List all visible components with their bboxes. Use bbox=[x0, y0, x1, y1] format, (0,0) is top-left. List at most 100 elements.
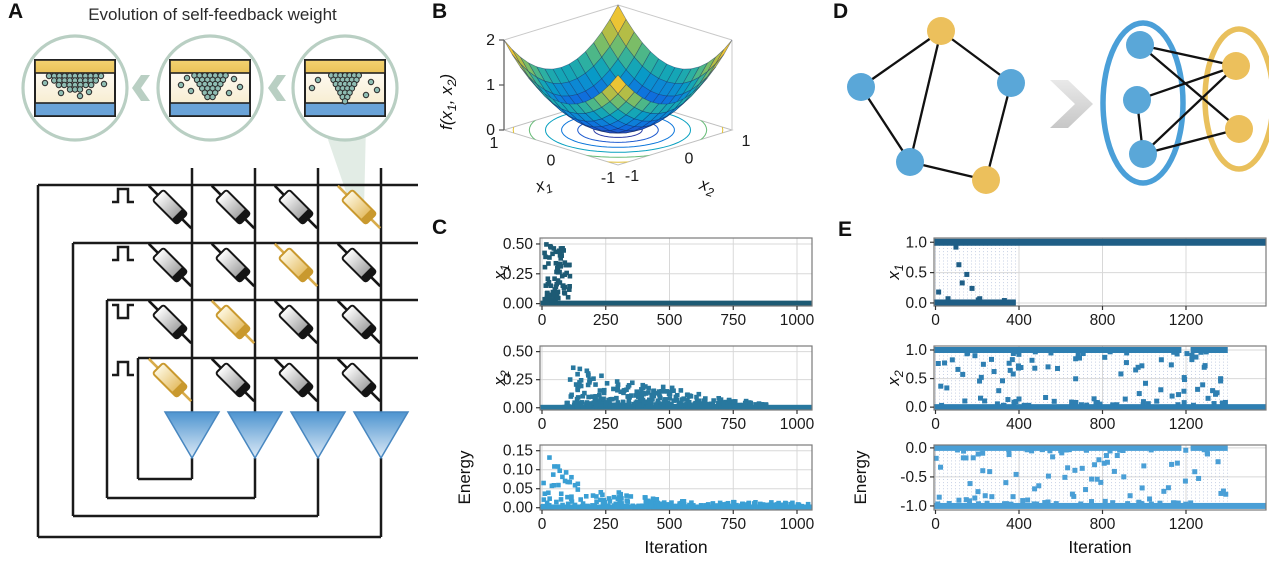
scatter-point bbox=[629, 393, 634, 398]
scatter-point bbox=[1032, 486, 1038, 492]
scatter-point bbox=[792, 504, 798, 510]
scatter-point bbox=[967, 498, 973, 504]
scatter-point bbox=[1001, 402, 1007, 408]
x-tick-label: 750 bbox=[720, 516, 746, 533]
e3-band bbox=[934, 502, 1266, 509]
scatter-point bbox=[1066, 447, 1072, 453]
graph-node-yellow bbox=[1222, 52, 1250, 80]
scatter-point bbox=[1001, 298, 1007, 304]
scatter-point bbox=[618, 491, 624, 497]
scatter-point bbox=[649, 392, 654, 398]
scatter-point bbox=[758, 505, 764, 510]
scatter-point bbox=[656, 389, 662, 394]
scatter-point bbox=[769, 500, 774, 505]
c3-tick-labels: 0 250 500 750 1000 0.00 0.05 0.10 0.15 bbox=[503, 443, 815, 533]
c3-ticks bbox=[536, 450, 798, 514]
y-tick-label: 0.00 bbox=[503, 400, 534, 417]
scatter-point bbox=[763, 405, 768, 410]
scatter-point bbox=[711, 505, 716, 510]
scatter-point bbox=[556, 248, 562, 254]
scatter-point bbox=[1005, 397, 1011, 403]
scatter-point bbox=[579, 402, 584, 408]
oxygen-vacancy-dot bbox=[92, 77, 100, 84]
scatter-point bbox=[1184, 351, 1190, 357]
scatter-point bbox=[614, 379, 620, 384]
e1-ticks bbox=[930, 241, 1187, 310]
scatter-point bbox=[1118, 371, 1124, 377]
scatter-point bbox=[563, 301, 568, 306]
scatter-point bbox=[550, 472, 556, 477]
x-tick-label: 400 bbox=[1006, 312, 1032, 329]
scatter-point bbox=[1072, 467, 1078, 473]
scatter-point bbox=[570, 365, 576, 371]
scatter-point bbox=[1097, 401, 1103, 407]
scatter-point bbox=[640, 382, 646, 388]
memristor-body bbox=[152, 304, 188, 340]
scatter-point bbox=[593, 394, 598, 399]
scatter-point bbox=[570, 404, 575, 410]
pane-edge bbox=[617, 4, 733, 41]
scatter-point bbox=[605, 503, 610, 509]
c2-tick-labels: 0 250 500 750 1000 0.00 0.25 0.50 bbox=[503, 344, 815, 433]
panel-e-oscillation-charts: 0 400 800 1200 0.0 0.5 1.0 x1​ 0 400 800 1200 0.0 0.5… bbox=[851, 234, 1267, 557]
scatter-point bbox=[1058, 448, 1064, 454]
scatter-point bbox=[987, 469, 993, 475]
scatter-point bbox=[639, 402, 645, 408]
scatter-point bbox=[664, 502, 670, 507]
scatter-point bbox=[555, 295, 561, 301]
scatter-point bbox=[597, 388, 603, 393]
scatter-point bbox=[1042, 500, 1048, 506]
memristor-cap bbox=[234, 323, 251, 340]
y-tick-label: 0.15 bbox=[503, 443, 533, 460]
e2-y-axis-label: x2​ bbox=[884, 370, 906, 387]
scatter-point bbox=[1045, 499, 1051, 505]
scatter-point bbox=[975, 501, 981, 507]
scatter-point bbox=[615, 400, 621, 405]
e3-band bbox=[934, 444, 1182, 451]
scatter-point bbox=[655, 500, 661, 506]
x-tick-label: 0 bbox=[931, 416, 940, 433]
scatter-point bbox=[563, 262, 569, 268]
scatter-point bbox=[721, 402, 726, 407]
scatter-point bbox=[746, 501, 751, 507]
scatter-point bbox=[555, 289, 561, 295]
scatter-point bbox=[558, 491, 564, 497]
scatter-point bbox=[963, 497, 969, 503]
e2-band bbox=[1190, 347, 1228, 353]
scatter-point bbox=[573, 382, 579, 387]
c1-ticks bbox=[536, 243, 798, 310]
scatter-point bbox=[669, 402, 674, 408]
scatter-point bbox=[644, 399, 650, 405]
bottom-electrode bbox=[304, 102, 386, 117]
c2-scatter-points bbox=[562, 365, 769, 411]
scatter-point bbox=[1170, 500, 1176, 506]
scatter-point bbox=[960, 371, 966, 377]
scatter-point bbox=[759, 402, 765, 407]
scatter-point bbox=[635, 405, 640, 410]
scatter-point bbox=[1125, 501, 1131, 507]
memristor-gray bbox=[210, 357, 256, 403]
scatter-point bbox=[584, 368, 590, 374]
scatter-point bbox=[580, 501, 586, 506]
scatter-point bbox=[713, 403, 719, 409]
scatter-point bbox=[1110, 500, 1116, 506]
scatter-point bbox=[621, 405, 626, 410]
x-tick-label: 1000 bbox=[780, 516, 815, 533]
scatter-point bbox=[1043, 394, 1049, 400]
x-tick-label: 400 bbox=[1006, 416, 1032, 433]
e3-ticks bbox=[930, 447, 1187, 514]
scatter-point bbox=[547, 292, 552, 298]
scatter-point bbox=[659, 501, 665, 507]
scatter-point bbox=[562, 478, 568, 484]
z-tick-label: 1 bbox=[486, 77, 495, 94]
scatter-point bbox=[599, 373, 604, 379]
scatter-point bbox=[1075, 351, 1081, 357]
scatter-point bbox=[710, 401, 715, 407]
scatter-point bbox=[569, 494, 574, 499]
x-tick-label: 0 bbox=[931, 516, 940, 533]
scatter-point bbox=[679, 402, 684, 407]
c1-frame bbox=[539, 237, 813, 307]
scatter-point bbox=[590, 394, 595, 399]
scatter-point bbox=[558, 497, 564, 502]
